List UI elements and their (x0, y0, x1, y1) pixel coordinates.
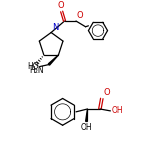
Text: OH: OH (81, 123, 92, 132)
Text: O: O (77, 11, 84, 20)
Text: O: O (57, 1, 64, 10)
Text: H₂N: H₂N (29, 66, 43, 75)
Text: HO: HO (28, 62, 39, 71)
Text: N: N (52, 22, 59, 32)
Text: O: O (104, 88, 110, 97)
Polygon shape (48, 55, 59, 65)
Polygon shape (86, 109, 87, 121)
Text: OH: OH (111, 106, 123, 115)
